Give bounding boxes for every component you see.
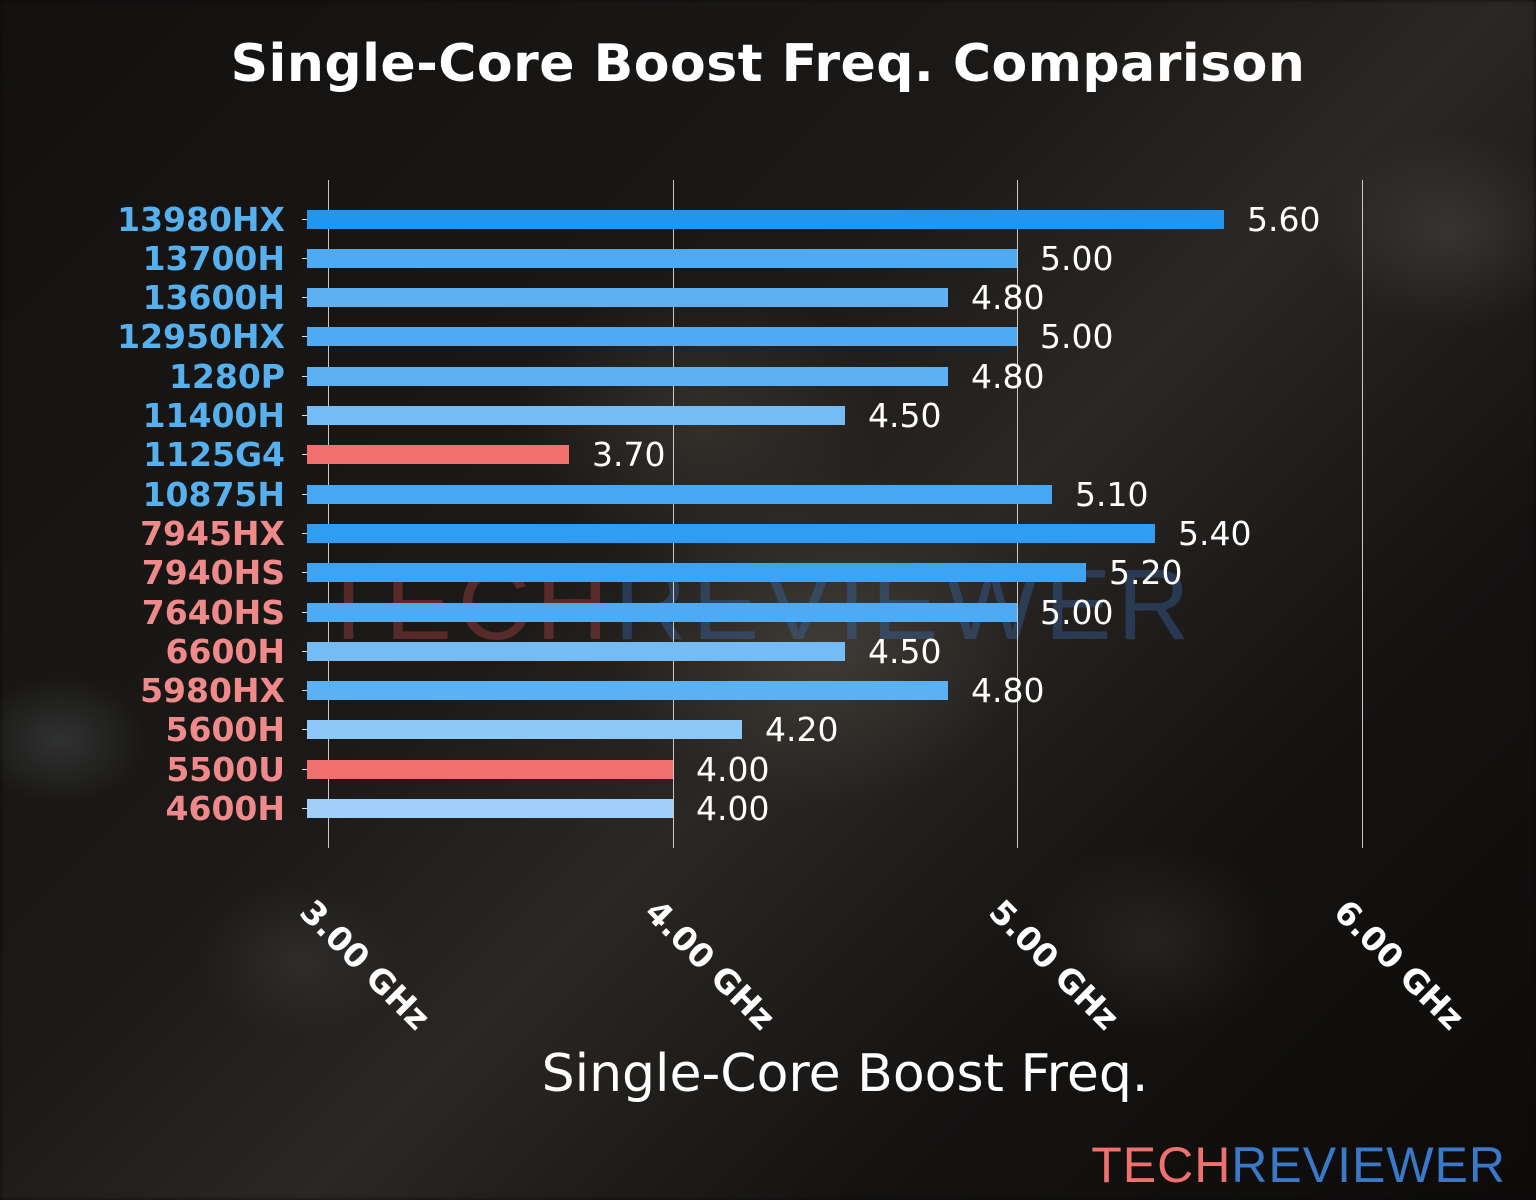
bar <box>307 681 948 701</box>
bar <box>307 445 569 465</box>
bar <box>307 288 948 308</box>
y-tick <box>302 768 307 770</box>
category-label: 4600H <box>165 789 285 828</box>
bar <box>307 209 1224 229</box>
y-tick <box>302 611 307 613</box>
category-label: 5600H <box>165 710 285 750</box>
brand-logo: TECHREVIEWER <box>1091 1136 1506 1194</box>
value-label: 5.00 <box>1040 238 1114 278</box>
category-label: 7945HX <box>140 513 285 553</box>
value-label: 4.80 <box>971 356 1045 396</box>
bar-row: 1280P 4.80 <box>0 357 1536 396</box>
bar <box>307 602 1017 622</box>
y-tick <box>302 572 307 574</box>
value-label: 4.80 <box>971 278 1045 318</box>
category-label: 7640HS <box>141 592 285 632</box>
bar <box>307 799 673 818</box>
y-tick <box>302 454 307 456</box>
category-label: 13600H <box>142 278 285 318</box>
y-tick <box>302 415 307 416</box>
value-label: 4.80 <box>971 671 1045 711</box>
bar <box>307 563 1086 583</box>
category-label: 5980HX <box>140 671 285 711</box>
bar-row: 5980HX 4.80 <box>0 671 1536 710</box>
bar <box>307 327 1017 347</box>
value-label: 4.50 <box>868 396 942 435</box>
category-label: 7940HS <box>141 553 285 593</box>
y-tick <box>302 336 307 338</box>
category-label: 12950HX <box>117 317 285 357</box>
brand-logo-reviewer: REVIEWER <box>1231 1137 1506 1193</box>
bar <box>307 406 845 425</box>
category-label: 10875H <box>142 474 285 514</box>
bar-row: 11400H 4.50 <box>0 396 1536 435</box>
gridline <box>673 180 674 848</box>
bar-row: 13700H 5.00 <box>0 239 1536 278</box>
x-tick-label: 5.00 GHz <box>981 892 1127 1038</box>
bar-row: 7640HS 5.00 <box>0 593 1536 632</box>
bar-row: 5600H 4.20 <box>0 710 1536 749</box>
x-tick-label: 3.00 GHz <box>292 892 438 1038</box>
value-label: 5.10 <box>1075 474 1149 514</box>
x-tick-label: 6.00 GHz <box>1326 892 1472 1038</box>
bar-row: 1125G4 3.70 <box>0 435 1536 474</box>
category-label: 13700H <box>142 238 285 278</box>
y-tick <box>302 257 307 259</box>
bar-row: 5500U 4.00 <box>0 750 1536 789</box>
y-tick <box>302 690 307 692</box>
y-tick <box>302 375 307 377</box>
bar-row: 4600H 4.00 <box>0 789 1536 828</box>
y-tick <box>302 297 307 299</box>
bar-row: 12950HX 5.00 <box>0 317 1536 356</box>
chart-title: Single-Core Boost Freq. Comparison <box>230 34 1306 94</box>
bar <box>307 523 1155 543</box>
bar <box>307 484 1052 504</box>
value-label: 5.60 <box>1247 199 1321 239</box>
value-label: 5.20 <box>1109 553 1183 593</box>
category-label: 5500U <box>166 749 285 789</box>
bar-row: 13600H 4.80 <box>0 278 1536 317</box>
brand-logo-tech: TECH <box>1091 1137 1232 1193</box>
y-tick <box>302 493 307 495</box>
bar-row: 7945HX 5.40 <box>0 514 1536 553</box>
value-label: 4.00 <box>696 749 770 789</box>
x-axis-label: Single-Core Boost Freq. <box>541 1044 1149 1104</box>
gridline <box>1362 180 1363 848</box>
bar <box>307 366 948 386</box>
y-tick <box>302 650 307 652</box>
value-label: 4.50 <box>868 631 942 671</box>
y-tick <box>302 808 307 809</box>
gridline <box>328 180 329 848</box>
bar <box>307 248 1017 268</box>
category-label: 1125G4 <box>143 435 285 475</box>
y-tick <box>302 729 307 731</box>
category-label: 1280P <box>168 356 285 396</box>
bar-row: 10875H 5.10 <box>0 475 1536 514</box>
value-label: 5.40 <box>1178 513 1252 553</box>
bar <box>307 641 845 661</box>
gridline <box>1017 180 1018 848</box>
bar <box>307 720 742 740</box>
value-label: 4.00 <box>696 789 770 828</box>
value-label: 3.70 <box>592 435 666 475</box>
category-label: 13980HX <box>117 199 285 239</box>
value-label: 5.00 <box>1040 317 1114 357</box>
bar-row: 13980HX 5.60 <box>0 200 1536 239</box>
x-tick-label: 4.00 GHz <box>637 892 783 1038</box>
y-tick <box>302 532 307 534</box>
category-label: 6600H <box>165 631 285 671</box>
bar <box>307 759 673 779</box>
value-label: 4.20 <box>765 710 839 750</box>
value-label: 5.00 <box>1040 592 1114 632</box>
bar-row: 7940HS 5.20 <box>0 553 1536 592</box>
category-label: 11400H <box>142 396 285 435</box>
bar-row: 6600H 4.50 <box>0 632 1536 671</box>
y-tick <box>302 218 307 220</box>
